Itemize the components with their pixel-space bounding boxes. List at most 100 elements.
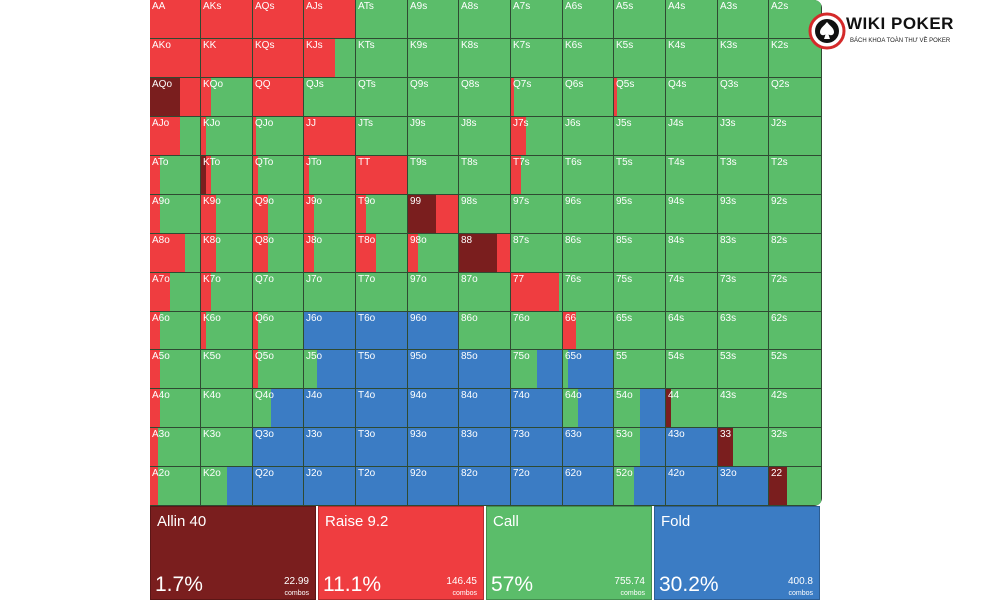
hand-cell[interactable]: T5s xyxy=(614,156,665,194)
hand-cell[interactable]: 32o xyxy=(718,467,768,505)
hand-cell[interactable]: 94o xyxy=(408,389,458,427)
hand-cell[interactable]: K4o xyxy=(201,389,252,427)
hand-cell[interactable]: AQs xyxy=(253,0,303,38)
hand-cell[interactable]: T3s xyxy=(718,156,768,194)
hand-cell[interactable]: A4s xyxy=(666,0,717,38)
hand-cell[interactable]: 63s xyxy=(718,312,768,349)
hand-cell[interactable]: 77 xyxy=(511,273,562,311)
hand-cell[interactable]: 83s xyxy=(718,234,768,272)
hand-cell[interactable]: A3s xyxy=(718,0,768,38)
hand-cell[interactable]: QTs xyxy=(356,78,407,116)
hand-cell[interactable]: K6o xyxy=(201,312,252,349)
hand-cell[interactable]: K3s xyxy=(718,39,768,77)
hand-cell[interactable]: 88 xyxy=(459,234,510,272)
hand-cell[interactable]: QJo xyxy=(253,117,303,155)
hand-cell[interactable]: T4s xyxy=(666,156,717,194)
hand-cell[interactable]: J7o xyxy=(304,273,355,311)
hand-cell[interactable]: JTs xyxy=(356,117,407,155)
hand-cell[interactable]: T5o xyxy=(356,350,407,388)
hand-cell[interactable]: 85o xyxy=(459,350,510,388)
hand-cell[interactable]: J5s xyxy=(614,117,665,155)
hand-cell[interactable]: 92o xyxy=(408,467,458,505)
hand-cell[interactable]: JTo xyxy=(304,156,355,194)
hand-cell[interactable]: 86s xyxy=(563,234,613,272)
hand-cell[interactable]: J2s xyxy=(769,117,821,155)
hand-cell[interactable]: T7s xyxy=(511,156,562,194)
hand-cell[interactable]: J8s xyxy=(459,117,510,155)
hand-cell[interactable]: Q7o xyxy=(253,273,303,311)
hand-cell[interactable]: Q7s xyxy=(511,78,562,116)
hand-cell[interactable]: 55 xyxy=(614,350,665,388)
hand-cell[interactable]: Q4s xyxy=(666,78,717,116)
hand-cell[interactable]: A8s xyxy=(459,0,510,38)
hand-cell[interactable]: KJo xyxy=(201,117,252,155)
hand-cell[interactable]: J7s xyxy=(511,117,562,155)
hand-cell[interactable]: Q3s xyxy=(718,78,768,116)
hand-cell[interactable]: J9s xyxy=(408,117,458,155)
hand-cell[interactable]: T8s xyxy=(459,156,510,194)
hand-cell[interactable]: J3s xyxy=(718,117,768,155)
hand-cell[interactable]: Q3o xyxy=(253,428,303,466)
hand-cell[interactable]: 84o xyxy=(459,389,510,427)
hand-cell[interactable]: J3o xyxy=(304,428,355,466)
hand-cell[interactable]: AQo xyxy=(150,78,200,116)
hand-cell[interactable]: 86o xyxy=(459,312,510,349)
hand-cell[interactable]: KK xyxy=(201,39,252,77)
hand-cell[interactable]: 73o xyxy=(511,428,562,466)
hand-cell[interactable]: J4o xyxy=(304,389,355,427)
hand-cell[interactable]: ATs xyxy=(356,0,407,38)
legend-call[interactable]: Call 57% 755.74 combos xyxy=(486,506,652,600)
hand-cell[interactable]: 95s xyxy=(614,195,665,233)
hand-cell[interactable]: A5s xyxy=(614,0,665,38)
hand-cell[interactable]: Q4o xyxy=(253,389,303,427)
hand-cell[interactable]: 53o xyxy=(614,428,665,466)
hand-cell[interactable]: J5o xyxy=(304,350,355,388)
hand-cell[interactable]: 97o xyxy=(408,273,458,311)
hand-cell[interactable]: 66 xyxy=(563,312,613,349)
hand-cell[interactable]: 76o xyxy=(511,312,562,349)
hand-cell[interactable]: 52o xyxy=(614,467,665,505)
hand-cell[interactable]: 96s xyxy=(563,195,613,233)
hand-cell[interactable]: J6s xyxy=(563,117,613,155)
hand-cell[interactable]: 97s xyxy=(511,195,562,233)
legend-allin[interactable]: Allin 40 1.7% 22.99 combos xyxy=(150,506,316,600)
hand-cell[interactable]: Q2o xyxy=(253,467,303,505)
hand-cell[interactable]: 22 xyxy=(769,467,821,505)
hand-cell[interactable]: 63o xyxy=(563,428,613,466)
hand-cell[interactable]: A3o xyxy=(150,428,200,466)
hand-cell[interactable]: A8o xyxy=(150,234,200,272)
hand-cell[interactable]: AJs xyxy=(304,0,355,38)
hand-cell[interactable]: AKo xyxy=(150,39,200,77)
hand-cell[interactable]: Q8o xyxy=(253,234,303,272)
hand-cell[interactable]: ATo xyxy=(150,156,200,194)
hand-cell[interactable]: AA xyxy=(150,0,200,38)
hand-cell[interactable]: 43o xyxy=(666,428,717,466)
hand-cell[interactable]: KJs xyxy=(304,39,355,77)
hand-cell[interactable]: T8o xyxy=(356,234,407,272)
hand-cell[interactable]: K2o xyxy=(201,467,252,505)
hand-cell[interactable]: 98o xyxy=(408,234,458,272)
legend-raise[interactable]: Raise 9.2 11.1% 146.45 combos xyxy=(318,506,484,600)
hand-cell[interactable]: Q6o xyxy=(253,312,303,349)
hand-cell[interactable]: A4o xyxy=(150,389,200,427)
hand-cell[interactable]: T3o xyxy=(356,428,407,466)
hand-cell[interactable]: AJo xyxy=(150,117,200,155)
hand-cell[interactable]: Q5o xyxy=(253,350,303,388)
hand-cell[interactable]: 64o xyxy=(563,389,613,427)
hand-cell[interactable]: 73s xyxy=(718,273,768,311)
hand-cell[interactable]: Q8s xyxy=(459,78,510,116)
hand-cell[interactable]: 98s xyxy=(459,195,510,233)
hand-cell[interactable]: KQs xyxy=(253,39,303,77)
hand-cell[interactable]: 32s xyxy=(769,428,821,466)
hand-cell[interactable]: K6s xyxy=(563,39,613,77)
hand-cell[interactable]: 99 xyxy=(408,195,458,233)
hand-cell[interactable]: 42s xyxy=(769,389,821,427)
hand-cell[interactable]: T9o xyxy=(356,195,407,233)
legend-fold[interactable]: Fold 30.2% 400.8 combos xyxy=(654,506,820,600)
hand-cell[interactable]: 72s xyxy=(769,273,821,311)
hand-cell[interactable]: A5o xyxy=(150,350,200,388)
hand-cell[interactable]: 54o xyxy=(614,389,665,427)
hand-cell[interactable]: 64s xyxy=(666,312,717,349)
hand-cell[interactable]: A7o xyxy=(150,273,200,311)
hand-cell[interactable]: 82s xyxy=(769,234,821,272)
